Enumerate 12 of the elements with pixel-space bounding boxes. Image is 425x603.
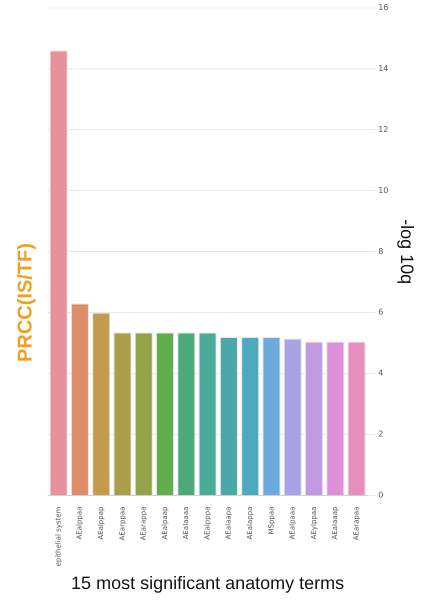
- y-tick-label: 16: [378, 2, 388, 12]
- y-axis-title: -log 10q: [397, 219, 418, 284]
- y-tick-label: 10: [378, 186, 388, 195]
- y-tick-label: 4: [378, 368, 384, 378]
- y-tick-label: 14: [378, 64, 388, 73]
- x-axis-title: 15 most significant anatomy terms: [71, 573, 344, 594]
- y-tick-label: 6: [378, 308, 384, 317]
- y-tick-label: 12: [378, 124, 388, 134]
- y-tick-label: 8: [378, 246, 384, 256]
- y-tick-label: 0: [378, 490, 384, 500]
- text: PRCC(IS/TF): [14, 243, 37, 362]
- y-tick-label: 2: [378, 430, 384, 439]
